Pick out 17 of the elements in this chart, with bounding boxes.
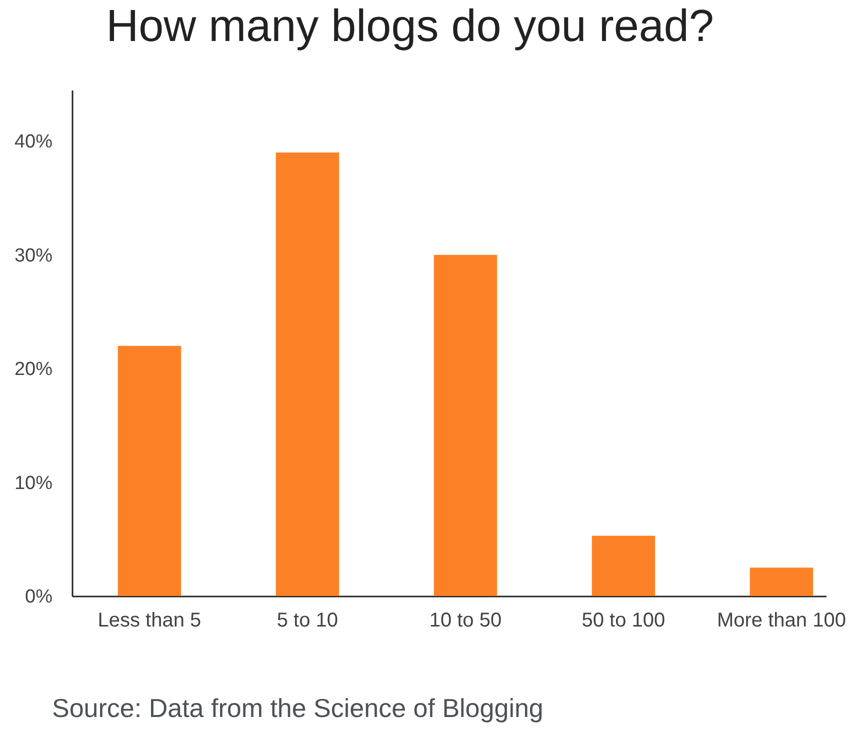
bar (592, 536, 656, 596)
x-tick-label: 50 to 100 (582, 610, 666, 632)
x-tick-label: 5 to 10 (276, 610, 338, 632)
y-tick-label: 20% (14, 359, 53, 380)
source-note: Source: Data from the Science of Blogging (52, 693, 544, 723)
x-tick-label: 10 to 50 (429, 610, 502, 632)
y-tick-label: 40% (14, 132, 53, 153)
bar (750, 568, 814, 596)
bar (276, 152, 340, 596)
bar (434, 254, 498, 596)
bar (118, 346, 182, 596)
y-tick-label: 0% (25, 586, 53, 608)
x-tick-label: Less than 5 (98, 610, 202, 632)
y-tick-label: 10% (14, 472, 53, 494)
x-tick-label: More than 100 (716, 610, 846, 632)
chart-title: How many blogs do you read? (106, 0, 714, 51)
y-tick-label: 30% (14, 245, 53, 266)
